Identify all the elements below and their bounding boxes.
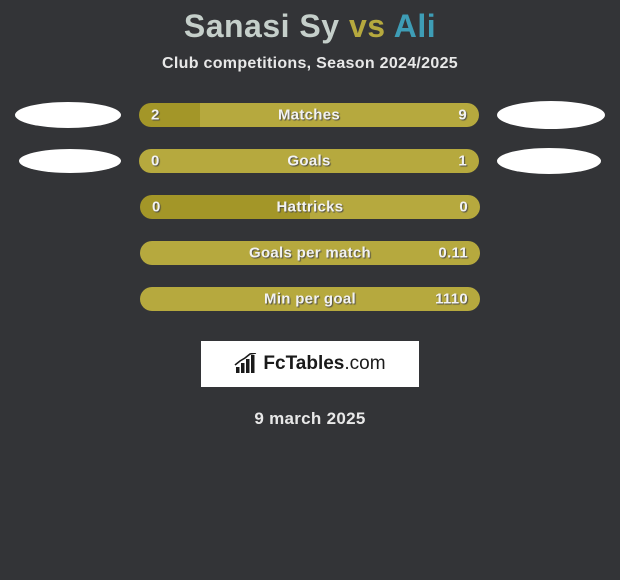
stat-value-right: 1110 [435, 291, 468, 308]
vs-text: vs [349, 8, 386, 44]
stat-value-right: 0.11 [438, 245, 468, 262]
stats-rows: Matches 2 9 Goals 0 1 Hattricks 0 0 Goals per mat… [0, 103, 620, 311]
bar-segment-left [139, 103, 200, 127]
stat-label: Min per goal [264, 291, 356, 308]
stat-bar-min-per-goal: Min per goal 1110 [140, 287, 480, 311]
comparison-widget: Sanasi Sy vs Ali Club competitions, Seas… [0, 0, 620, 429]
chart-icon [234, 353, 260, 375]
brand-box[interactable]: FcTables.com [201, 341, 419, 387]
stat-bar-hattricks: Hattricks 0 0 [140, 195, 480, 219]
team-badge-left [19, 149, 121, 173]
stat-row-goals: Goals 0 1 [0, 149, 620, 173]
stat-value-left: 0 [152, 199, 161, 216]
comparison-title: Sanasi Sy vs Ali [0, 8, 620, 45]
stat-bar-matches: Matches 2 9 [139, 103, 479, 127]
brand-text: FcTables.com [263, 353, 385, 375]
stat-bar-goals: Goals 0 1 [139, 149, 479, 173]
stat-label: Goals [287, 153, 330, 170]
stat-row-hattricks: Hattricks 0 0 [0, 195, 620, 219]
stat-row-goals-per-match: Goals per match 0.11 [0, 241, 620, 265]
stat-value-left: 0 [151, 153, 160, 170]
player2-name: Ali [394, 8, 436, 44]
stat-value-right: 9 [458, 107, 467, 124]
team-badge-left [15, 102, 121, 128]
stat-value-right: 1 [458, 153, 467, 170]
brand-inner: FcTables.com [234, 353, 385, 375]
brand-light: .com [344, 353, 385, 374]
stat-row-matches: Matches 2 9 [0, 103, 620, 127]
stat-bar-goals-per-match: Goals per match 0.11 [140, 241, 480, 265]
team-badge-right [497, 101, 605, 129]
subtitle: Club competitions, Season 2024/2025 [0, 55, 620, 73]
stat-row-min-per-goal: Min per goal 1110 [0, 287, 620, 311]
stat-value-right: 0 [459, 199, 468, 216]
team-badge-right [497, 148, 601, 174]
stat-label: Goals per match [249, 245, 371, 262]
date-text: 9 march 2025 [0, 409, 620, 429]
brand-bold: FcTables [263, 353, 344, 374]
stat-value-left: 2 [151, 107, 160, 124]
stat-label: Hattricks [277, 199, 344, 216]
player1-name: Sanasi Sy [184, 8, 340, 44]
stat-label: Matches [278, 107, 340, 124]
